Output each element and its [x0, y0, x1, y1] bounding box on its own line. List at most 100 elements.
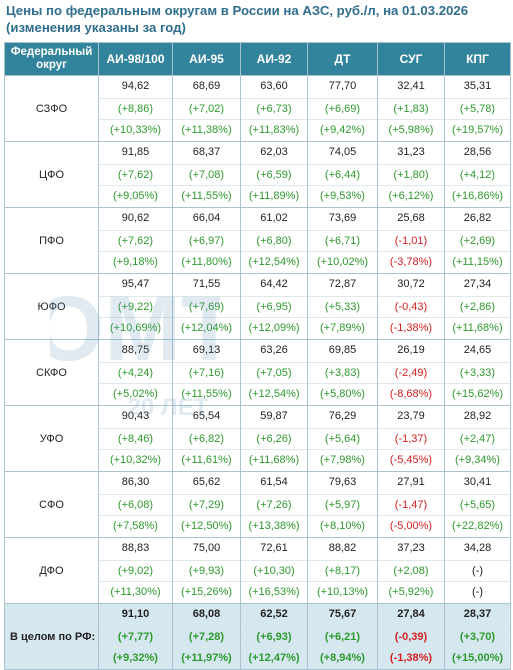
pct-change: (+6,12%) — [378, 185, 444, 207]
price-value: 34,28 — [463, 542, 492, 554]
pct-change: (-) — [445, 581, 510, 603]
pct-change: (-5,00%) — [378, 515, 444, 537]
pct-change: (+13,38%) — [241, 515, 307, 537]
abs-change: (-1,37) — [378, 427, 444, 450]
abs-change: (+6,71) — [308, 229, 377, 252]
price-value: 61,54 — [260, 476, 288, 488]
header-row: Федеральный округ АИ-98/100 АИ-95 АИ-92 … — [4, 42, 511, 76]
pct-change: (+12,50%) — [173, 515, 240, 537]
pct-change: (+15,26%) — [173, 581, 240, 603]
price-value: 75,00 — [192, 542, 221, 554]
price-value: 30,41 — [463, 476, 492, 488]
price-cell-dt: 74,05 (+6,44) (+9,53%) — [307, 141, 378, 208]
price-cell-sug: 32,41 (+1,83) (+5,98%) — [377, 75, 445, 142]
table-row: СФО 86,30 (+6,08) (+7,58%) 65,62 (+7,29) (+12,… — [4, 471, 511, 538]
abs-change: (+7,26) — [241, 493, 307, 516]
price-value: 94,62 — [121, 80, 150, 92]
price-cell-ai92: 63,60 (+6,73) (+11,83%) — [240, 75, 308, 142]
pct-change: (+5,80%) — [308, 383, 377, 405]
header-ai92: АИ-92 — [240, 42, 308, 76]
abs-change: (+7,62) — [99, 163, 172, 186]
price-cell-ai92: 61,54 (+7,26) (+13,38%) — [240, 471, 308, 538]
pct-change: (+12,09%) — [241, 317, 307, 339]
price-cell-dt: 69,85 (+3,83) (+5,80%) — [307, 339, 378, 406]
price-value: 24,65 — [463, 344, 492, 356]
pct-change: (+12,04%) — [173, 317, 240, 339]
abs-change: (+6,08) — [99, 493, 172, 516]
abs-change: (+6,95) — [241, 295, 307, 318]
price-cell-ai95: 71,55 (+7,69) (+12,04%) — [172, 273, 241, 340]
pct-change: (+11,30%) — [99, 581, 172, 603]
pct-change: (-1,38%) — [378, 317, 444, 339]
pct-change: (+9,53%) — [308, 185, 377, 207]
price-cell-ai98: 90,43 (+8,46) (+10,32%) — [98, 405, 173, 472]
table-row: ЮФО 95,47 (+9,22) (+10,69%) 71,55 (+7,69) (+12… — [4, 273, 511, 340]
header-sug: СУГ — [377, 42, 445, 76]
price-cell-sug: 37,23 (+2,08) (+5,92%) — [377, 537, 445, 604]
price-cell-ai98: 88,75 (+4,24) (+5,02%) — [98, 339, 173, 406]
pct-change: (+11,80%) — [173, 251, 240, 273]
pct-change: (+9,18%) — [99, 251, 172, 273]
pct-change: (+5,92%) — [378, 581, 444, 603]
pct-change: (+11,68%) — [445, 317, 510, 339]
abs-change: (+7,02) — [173, 97, 240, 120]
pct-change: (-8,68%) — [378, 383, 444, 405]
price-value: 72,61 — [260, 542, 288, 554]
price-value: 28,56 — [463, 146, 492, 158]
pct-change: (-3,78%) — [378, 251, 444, 273]
abs-change: (+6,21) — [308, 625, 377, 648]
pct-change: (+9,32%) — [99, 647, 172, 669]
price-cell-kpg: 28,92 (+2,47) (+9,34%) — [444, 405, 511, 472]
price-cell-sug: 30,72 (-0,43) (-1,38%) — [377, 273, 445, 340]
price-cell-sug: 23,79 (-1,37) (-5,45%) — [377, 405, 445, 472]
price-value: 75,67 — [328, 608, 357, 620]
price-cell-ai98: 94,62 (+8,86) (+10,33%) — [98, 75, 173, 142]
abs-change: (+6,97) — [173, 229, 240, 252]
price-value: 27,84 — [397, 608, 425, 620]
price-cell-kpg: 30,41 (+5,65) (+22,82%) — [444, 471, 511, 538]
price-cell-kpg: 24,65 (+3,33) (+15,62%) — [444, 339, 511, 406]
price-value: 65,54 — [192, 410, 221, 422]
price-cell-ai92: 59,87 (+6,26) (+11,68%) — [240, 405, 308, 472]
pct-change: (+5,98%) — [378, 119, 444, 141]
price-value: 68,37 — [192, 146, 221, 158]
abs-change: (+6,44) — [308, 163, 377, 186]
pct-change: (-5,45%) — [378, 449, 444, 471]
pct-change: (+12,47%) — [241, 647, 307, 669]
pct-change: (+9,42%) — [308, 119, 377, 141]
abs-change: (+7,08) — [173, 163, 240, 186]
abs-change: (+3,33) — [445, 361, 510, 384]
abs-change: (-2,49) — [378, 361, 444, 384]
price-cell-kpg: 28,56 (+4,12) (+16,86%) — [444, 141, 511, 208]
abs-change: (+5,97) — [308, 493, 377, 516]
price-cell-sug: 31,23 (+1,80) (+6,12%) — [377, 141, 445, 208]
price-cell-sug: 27,84 (-0,39) (-1,38%) — [377, 603, 445, 670]
abs-change: (+8,17) — [308, 559, 377, 582]
abs-change: (+9,02) — [99, 559, 172, 582]
price-cell-ai92: 72,61 (+10,30) (+16,53%) — [240, 537, 308, 604]
region-name: В целом по РФ: — [4, 603, 99, 670]
price-cell-dt: 75,67 (+6,21) (+8,94%) — [307, 603, 378, 670]
table-row: ДФО 88,83 (+9,02) (+11,30%) 75,00 (+9,93) (+15… — [4, 537, 511, 604]
price-cell-ai95: 68,37 (+7,08) (+11,55%) — [172, 141, 241, 208]
price-cell-ai98: 91,85 (+7,62) (+9,05%) — [98, 141, 173, 208]
abs-change: (+1,80) — [378, 163, 444, 186]
abs-change: (+7,16) — [173, 361, 240, 384]
pct-change: (+10,02%) — [308, 251, 377, 273]
abs-change: (+10,30) — [241, 559, 307, 582]
abs-change: (+7,62) — [99, 229, 172, 252]
abs-change: (+2,47) — [445, 427, 510, 450]
price-cell-ai92: 63,26 (+7,05) (+12,54%) — [240, 339, 308, 406]
price-cell-ai95: 75,00 (+9,93) (+15,26%) — [172, 537, 241, 604]
abs-change: (+2,86) — [445, 295, 510, 318]
pct-change: (-1,38%) — [378, 647, 444, 669]
abs-change: (+3,70) — [445, 625, 510, 648]
table-row: СКФО 88,75 (+4,24) (+5,02%) 69,13 (+7,16) (+11… — [4, 339, 511, 406]
pct-change: (+11,55%) — [173, 383, 240, 405]
abs-change: (+7,05) — [241, 361, 307, 384]
abs-change: (+8,86) — [99, 97, 172, 120]
abs-change: (+5,65) — [445, 493, 510, 516]
price-value: 77,70 — [328, 80, 357, 92]
price-value: 69,13 — [192, 344, 221, 356]
price-value: 31,23 — [397, 146, 425, 158]
